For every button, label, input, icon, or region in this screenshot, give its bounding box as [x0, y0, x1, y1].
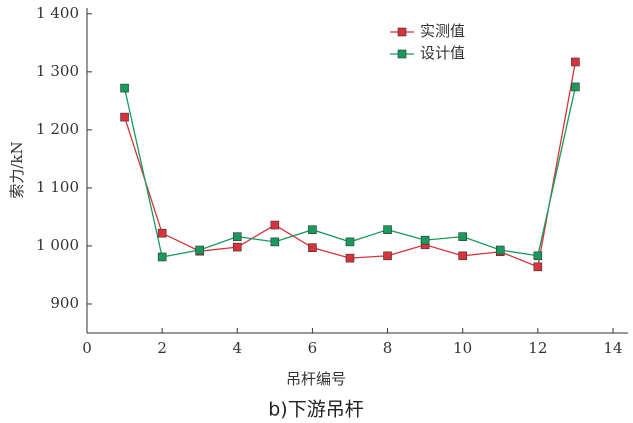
data-point	[533, 251, 543, 261]
x-axis-label: 吊杆编号	[286, 370, 346, 388]
data-point	[308, 243, 317, 252]
data-point	[383, 251, 392, 261]
legend-marker	[397, 49, 407, 59]
y-tick-label: 1 400	[36, 4, 79, 22]
x-tick-label: 6	[308, 339, 318, 357]
data-point	[458, 232, 467, 241]
x-tick-label: 10	[453, 339, 472, 357]
y-axis-label: 索力/kN	[8, 141, 26, 198]
y-tick-label: 900	[50, 294, 79, 312]
data-point	[495, 245, 505, 255]
legend-label: 实测值	[420, 22, 465, 40]
legend-label: 设计值	[420, 44, 465, 62]
data-point	[232, 242, 242, 252]
y-tick-label: 1 200	[36, 120, 79, 138]
series-line	[123, 86, 577, 258]
data-point	[120, 83, 129, 93]
data-point	[420, 235, 430, 245]
x-tick-label: 2	[157, 339, 167, 357]
y-tick-label: 1 000	[36, 236, 79, 254]
chart-title: b)下游吊杆	[268, 399, 363, 421]
series-line	[123, 61, 577, 268]
x-tick-label: 8	[383, 339, 393, 357]
data-point	[345, 253, 355, 263]
data-point	[533, 262, 543, 272]
data-point	[308, 225, 317, 234]
data-point	[270, 220, 280, 230]
data-point	[571, 82, 580, 92]
x-tick-label: 0	[82, 339, 92, 357]
data-point	[157, 252, 167, 262]
data-point	[383, 225, 392, 234]
y-tick-label: 1 100	[36, 178, 79, 196]
data-point	[120, 112, 129, 122]
data-point	[458, 251, 467, 261]
y-tick-label: 1 300	[36, 62, 79, 80]
x-tick-label: 4	[233, 339, 243, 357]
x-tick-label: 12	[528, 339, 547, 357]
data-point	[157, 228, 167, 238]
data-point	[232, 232, 242, 241]
data-point	[345, 237, 355, 247]
legend-marker	[397, 27, 407, 37]
x-tick-label: 14	[603, 339, 622, 357]
data-point	[571, 57, 580, 67]
data-point	[270, 237, 280, 247]
data-point	[195, 245, 205, 255]
